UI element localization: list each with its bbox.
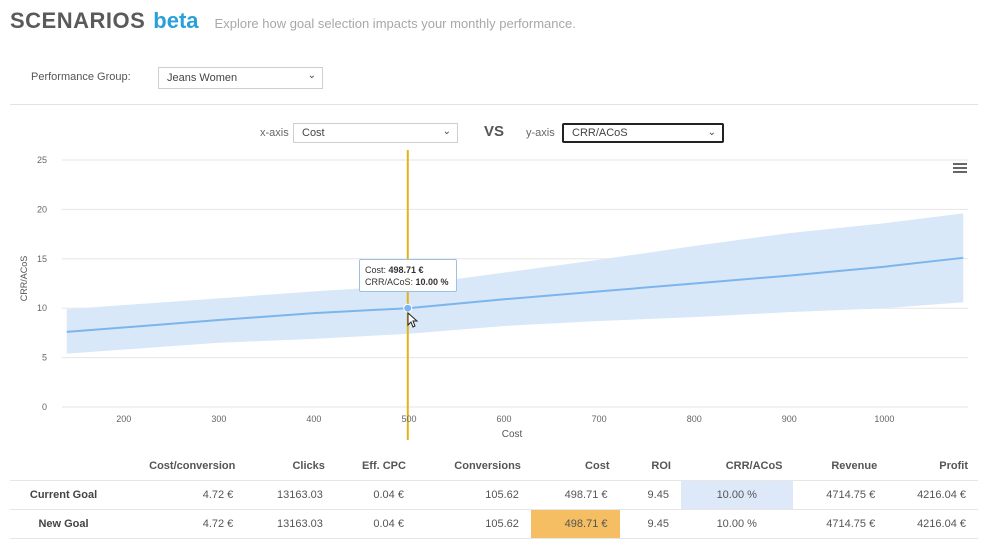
column-header: CRR/ACoS	[725, 460, 783, 472]
y-tick-label: 5	[42, 353, 47, 363]
table-header-row: Cost/conversion Clicks Eff. CPC Conversi…	[10, 452, 978, 481]
x-tick-label: 700	[592, 414, 607, 424]
table-cell: 13163.03	[245, 480, 335, 510]
page-subtitle: Explore how goal selection impacts your …	[214, 16, 576, 31]
table-cell: 105.62	[415, 509, 531, 539]
y-tick-label: 15	[37, 254, 47, 264]
x-tick-label: 400	[306, 414, 321, 424]
table-cell: 9.45	[619, 509, 681, 539]
column-header: Cost	[585, 460, 610, 472]
table-cell: 0.04 €	[334, 480, 416, 510]
x-tick-label: 500	[401, 414, 416, 424]
table-cell-highlighted: 10.00 %	[680, 480, 793, 510]
table-cell: 4216.04 €	[887, 509, 978, 539]
tooltip-cost-value: 498.71 €	[388, 265, 424, 275]
vs-label: VS	[484, 123, 505, 140]
performance-group-label: Performance Group:	[31, 71, 131, 83]
x-tick-label: 800	[687, 414, 702, 424]
table-cell: 0.04 €	[334, 509, 416, 539]
selected-point	[403, 303, 413, 313]
row-label: New Goal	[10, 509, 118, 539]
table-cell: 4714.75 €	[792, 509, 888, 539]
table-cell: 105.62	[415, 480, 531, 510]
x-axis-select[interactable]: Cost ⌄	[293, 123, 458, 143]
mouse-pointer-icon	[407, 312, 419, 328]
performance-group-select[interactable]: Jeans Women ⌄	[158, 67, 323, 89]
y-tick-label: 10	[37, 303, 47, 313]
table-row: New Goal 4.72 € 13163.03 0.04 € 105.62 4…	[10, 509, 978, 539]
confidence-band-layer	[66, 213, 964, 354]
tooltip-cost-label: Cost:	[365, 265, 387, 275]
table-cell: 10.00 %	[680, 509, 793, 539]
x-tick-labels: 200 300 400 500 600 700 800 900 1000	[116, 414, 894, 424]
series-line	[66, 256, 964, 333]
row-label: Current Goal	[10, 480, 118, 510]
chevron-down-icon: ⌄	[307, 70, 316, 81]
section-divider	[10, 104, 978, 105]
beta-badge: beta	[153, 8, 199, 33]
chevron-down-icon: ⌄	[442, 126, 451, 137]
y-tick-labels: 0 5 10 15 20 25	[37, 155, 47, 412]
table-cell: 4216.04 €	[887, 480, 978, 510]
x-tick-label: 300	[211, 414, 226, 424]
tooltip-crr-value: 10.00 %	[415, 277, 449, 287]
x-axis-label: x-axis	[260, 127, 289, 139]
series-line-layer	[66, 150, 964, 440]
confidence-band	[66, 213, 964, 354]
column-header: Cost/conversion	[149, 460, 236, 472]
hamburger-menu-icon[interactable]	[953, 163, 967, 175]
tooltip-crr-label: CRR/ACoS:	[365, 277, 414, 287]
x-tick-label: 200	[116, 414, 131, 424]
x-tick-label: 600	[497, 414, 512, 424]
y-axis-title: CRR/ACoS	[19, 256, 29, 302]
table-cell: 9.45	[619, 480, 681, 510]
x-axis-value: Cost	[302, 127, 325, 139]
column-header: Profit	[939, 460, 968, 472]
x-tick-label: 1000	[874, 414, 894, 424]
x-tick-label: 900	[782, 414, 797, 424]
column-header: Clicks	[292, 460, 325, 472]
column-header: Eff. CPC	[361, 460, 406, 472]
chart-tooltip: Cost: 498.71 € CRR/ACoS: 10.00 %	[359, 259, 457, 292]
x-axis-title: Cost	[502, 429, 523, 440]
app-title: SCENARIOS	[10, 8, 146, 33]
table-cell: 13163.03	[245, 509, 335, 539]
app-header: SCENARIOS beta Explore how goal selectio…	[10, 8, 576, 42]
y-tick-label: 0	[42, 402, 47, 412]
table-cell: 498.71 €	[530, 480, 620, 510]
y-tick-label: 20	[37, 204, 47, 214]
column-header: Conversions	[454, 460, 521, 472]
y-axis-label: y-axis	[526, 127, 555, 139]
y-axis-select[interactable]: CRR/ACoS ⌄	[562, 123, 724, 143]
table-row: Current Goal 4.72 € 13163.03 0.04 € 105.…	[10, 480, 978, 510]
table-cell: 4.72 €	[117, 480, 246, 510]
table-cell: 4714.75 €	[792, 480, 888, 510]
column-header: Revenue	[831, 460, 878, 472]
y-axis-value: CRR/ACoS	[572, 127, 628, 139]
chevron-down-icon: ⌄	[707, 127, 716, 138]
column-header: ROI	[651, 460, 671, 472]
metrics-table: Cost/conversion Clicks Eff. CPC Conversi…	[10, 452, 978, 539]
y-tick-label: 25	[37, 155, 47, 165]
performance-group-value: Jeans Women	[167, 72, 238, 84]
table-cell-highlighted: 498.71 €	[530, 509, 620, 539]
column-header	[10, 452, 117, 481]
table-cell: 4.72 €	[117, 509, 246, 539]
